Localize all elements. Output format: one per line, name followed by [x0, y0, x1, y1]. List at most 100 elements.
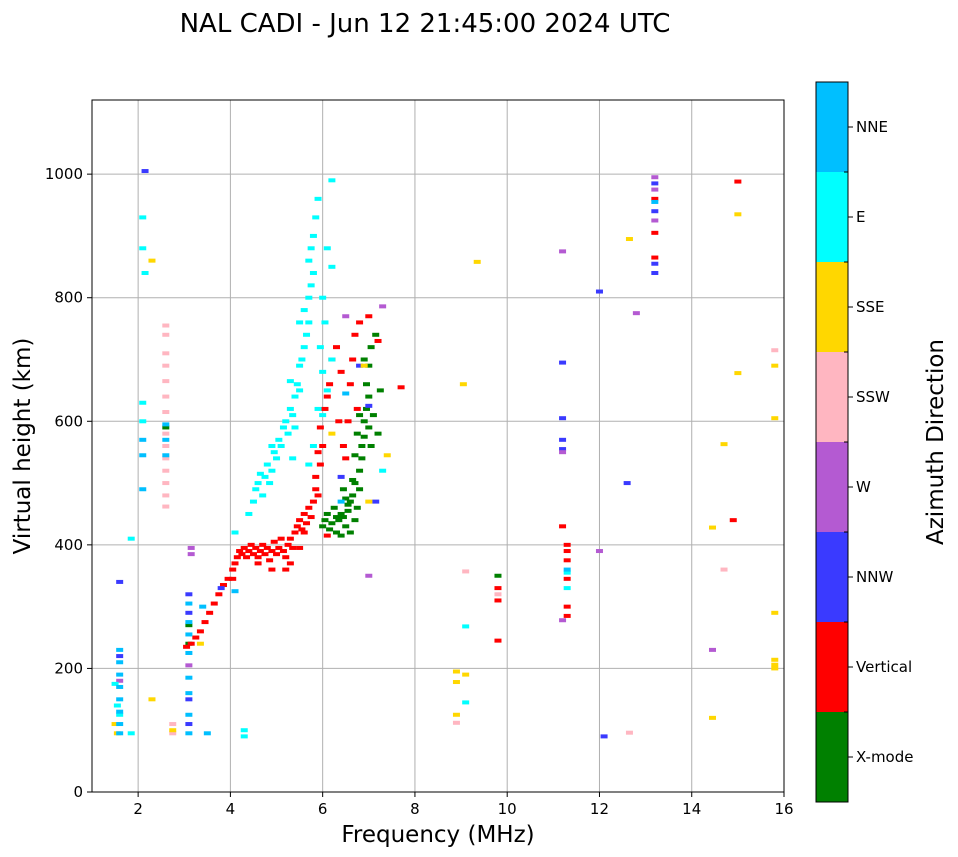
data-point — [116, 709, 124, 714]
data-point — [307, 515, 315, 520]
data-point — [600, 734, 608, 739]
data-point — [162, 422, 170, 427]
colorbar-swatch — [816, 262, 848, 352]
data-point — [141, 271, 149, 275]
data-point — [316, 345, 324, 350]
data-point — [563, 542, 571, 547]
data-point — [185, 623, 193, 628]
data-point — [286, 536, 294, 541]
data-point — [162, 468, 170, 473]
data-point — [185, 610, 193, 615]
data-point — [339, 515, 347, 520]
data-point — [309, 233, 317, 238]
data-point — [252, 545, 260, 550]
colorbar-tick-label: Vertical — [856, 658, 912, 676]
data-point — [286, 379, 294, 384]
data-point — [374, 338, 382, 343]
data-point — [319, 444, 327, 448]
data-point — [473, 259, 481, 264]
data-point — [215, 592, 223, 597]
data-point — [563, 567, 571, 572]
data-point — [245, 511, 253, 516]
data-point — [319, 295, 327, 300]
data-point — [296, 320, 304, 325]
data-point — [231, 530, 239, 535]
data-point — [323, 533, 331, 538]
data-point — [356, 413, 364, 418]
data-point — [365, 394, 373, 399]
data-point — [116, 684, 124, 689]
data-point — [771, 657, 779, 662]
data-point — [314, 196, 322, 201]
data-point — [349, 493, 357, 498]
data-point — [372, 499, 380, 504]
data-point — [277, 444, 285, 448]
data-point — [312, 215, 320, 220]
y-tick-label: 200 — [54, 659, 83, 677]
colorbar-tick-label: SSW — [856, 388, 890, 406]
data-point — [185, 632, 193, 637]
data-point — [270, 450, 278, 455]
colorbar-swatch — [816, 622, 848, 712]
data-point — [326, 382, 334, 387]
data-point — [342, 524, 350, 529]
data-point — [305, 320, 313, 325]
data-point — [162, 363, 170, 368]
data-point — [286, 561, 294, 566]
data-point — [563, 570, 571, 575]
data-point — [116, 731, 124, 736]
data-point — [771, 666, 779, 671]
data-point — [339, 444, 347, 448]
data-point — [376, 388, 384, 393]
data-point — [729, 518, 737, 523]
data-point — [651, 196, 659, 201]
data-point — [185, 620, 193, 625]
data-point — [559, 360, 567, 365]
data-point — [494, 598, 502, 603]
data-point — [651, 218, 659, 223]
data-point — [383, 453, 391, 458]
data-point — [369, 413, 377, 418]
data-point — [261, 552, 269, 557]
data-point — [296, 545, 304, 550]
data-point — [623, 481, 631, 486]
data-point — [298, 357, 306, 362]
data-point — [559, 524, 567, 529]
data-marks — [111, 169, 779, 739]
data-point — [141, 169, 149, 174]
data-point — [316, 425, 324, 430]
data-point — [312, 474, 320, 479]
data-point — [342, 391, 350, 396]
data-point — [351, 518, 359, 523]
data-point — [162, 332, 170, 337]
data-point — [273, 456, 281, 461]
data-point — [321, 320, 329, 325]
data-point — [162, 493, 170, 498]
colorbar-tick-label: X-mode — [856, 748, 913, 766]
data-point — [349, 357, 357, 362]
series-ssw — [162, 323, 779, 736]
data-point — [113, 703, 121, 708]
colorbar-swatch — [816, 82, 848, 172]
data-point — [303, 521, 311, 526]
data-point — [185, 691, 193, 696]
series-x-mode — [162, 332, 502, 646]
data-point — [296, 388, 304, 393]
data-point — [291, 394, 299, 399]
data-point — [127, 536, 135, 541]
data-point — [360, 363, 368, 368]
data-point — [116, 579, 124, 584]
data-point — [346, 382, 354, 387]
data-point — [353, 431, 361, 436]
grid-lines — [92, 100, 785, 793]
data-point — [139, 400, 147, 405]
data-point — [236, 549, 244, 554]
data-point — [247, 542, 255, 547]
data-point — [365, 314, 373, 319]
x-tick-label: 16 — [774, 800, 793, 818]
data-point — [328, 178, 336, 183]
data-point — [494, 592, 502, 597]
data-point — [362, 382, 370, 387]
data-point — [293, 524, 301, 529]
data-point — [289, 413, 297, 418]
